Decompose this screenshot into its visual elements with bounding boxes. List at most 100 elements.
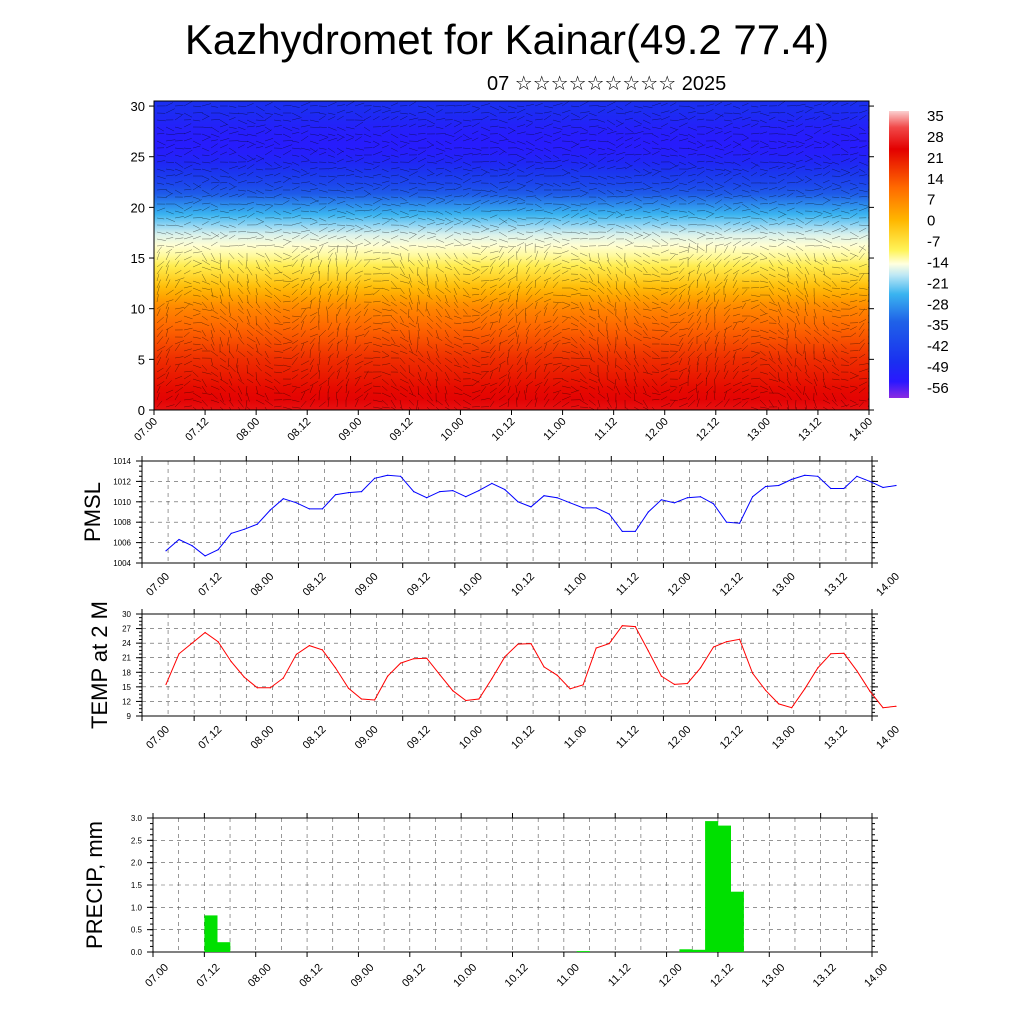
- wind-barb: [345, 238, 354, 245]
- wind-barb: [363, 341, 373, 345]
- wind-barb: [219, 234, 228, 240]
- wind-barb: [696, 140, 704, 146]
- x-tick-label: 12.00: [666, 571, 694, 599]
- wind-barb: [813, 214, 822, 219]
- wind-barb: [849, 186, 859, 191]
- wind-barb: [741, 269, 750, 275]
- wind-barb: [786, 280, 794, 285]
- wind-barb: [678, 334, 686, 338]
- wind-barb: [453, 399, 461, 406]
- y-axis-title: PMSL: [80, 482, 105, 542]
- wind-barb: [156, 175, 166, 180]
- wind-barb: [579, 132, 588, 135]
- wind-barb: [156, 279, 161, 289]
- wind-barb: [381, 350, 390, 357]
- precip-bar: [705, 821, 719, 952]
- wind-barb: [579, 378, 588, 384]
- wind-barb: [561, 401, 570, 408]
- wind-barb: [669, 303, 676, 310]
- wind-barb: [687, 126, 697, 131]
- wind-barb: [696, 261, 702, 268]
- wind-barb: [822, 308, 833, 313]
- wind-barb: [588, 301, 593, 311]
- wind-barb: [579, 214, 589, 219]
- wind-barb: [453, 350, 463, 356]
- wind-barb: [822, 406, 829, 410]
- wind-barb: [345, 294, 349, 303]
- wind-barb: [705, 154, 716, 159]
- y-axis-title: TEMP at 2 M: [87, 601, 112, 729]
- wind-barb: [624, 336, 628, 346]
- wind-barb: [201, 168, 212, 173]
- wind-barb: [489, 345, 496, 352]
- wind-barb: [597, 406, 599, 410]
- wind-barb: [723, 221, 731, 226]
- wind-barb: [768, 126, 778, 128]
- wind-barb: [264, 112, 274, 115]
- precip-bar: [692, 949, 706, 952]
- wind-barb: [282, 140, 293, 142]
- wind-barb: [579, 266, 588, 271]
- wind-barb: [507, 237, 518, 240]
- wind-barb: [579, 294, 588, 296]
- wind-barb: [507, 317, 514, 324]
- wind-barb: [696, 297, 704, 303]
- wind-barb: [354, 387, 362, 394]
- wind-barb: [309, 358, 315, 366]
- wind-barb: [552, 147, 562, 149]
- wind-barb: [201, 161, 211, 164]
- wind-barb: [453, 301, 459, 309]
- data-point: [856, 475, 858, 477]
- wind-barb: [723, 189, 733, 196]
- wind-barb: [849, 124, 858, 128]
- wind-barb: [219, 322, 227, 329]
- data-point: [621, 530, 623, 533]
- wind-barb: [273, 245, 284, 248]
- wind-barb: [354, 365, 362, 373]
- wind-barb: [822, 154, 831, 161]
- wind-barb: [336, 385, 343, 394]
- wind-barb: [831, 207, 840, 212]
- wind-barb: [669, 323, 678, 331]
- wind-barb: [813, 273, 817, 283]
- wind-barb: [597, 357, 606, 364]
- wind-barb: [264, 308, 272, 316]
- wind-barb: [660, 322, 670, 328]
- wind-barb: [615, 213, 625, 219]
- wind-barb: [462, 217, 473, 220]
- wind-barb: [489, 284, 498, 289]
- wind-barb: [660, 350, 669, 353]
- wind-barb: [849, 332, 857, 338]
- wind-barb: [795, 259, 802, 269]
- wind-barb: [759, 245, 770, 251]
- wind-barb: [390, 350, 399, 355]
- wind-barb: [309, 140, 319, 145]
- wind-barb: [273, 133, 283, 136]
- wind-barb: [633, 188, 644, 191]
- wind-barb: [804, 294, 809, 305]
- wind-barb: [264, 238, 273, 241]
- wind-barb: [822, 215, 833, 219]
- wind-barb: [471, 343, 479, 348]
- wind-barb: [426, 350, 431, 360]
- wind-barb: [462, 259, 471, 266]
- wind-barb: [219, 181, 228, 184]
- wind-barb: [741, 329, 750, 338]
- wind-barb: [480, 323, 487, 331]
- wind-barb: [831, 301, 839, 308]
- wind-barb: [714, 161, 724, 165]
- wind-barb: [750, 396, 761, 401]
- wind-barb: [597, 294, 603, 302]
- wind-barb: [471, 199, 482, 205]
- wind-barb: [282, 200, 290, 205]
- wind-barb: [237, 193, 245, 198]
- wind-barb: [813, 294, 815, 305]
- wind-barb: [498, 309, 502, 317]
- wind-barb: [579, 406, 589, 408]
- wind-barb: [858, 115, 867, 121]
- wind-barb: [507, 308, 515, 317]
- wind-barb: [246, 392, 250, 402]
- wind-barb: [804, 217, 815, 220]
- x-tick-label: 07.00: [144, 571, 172, 599]
- wind-barb: [867, 304, 869, 310]
